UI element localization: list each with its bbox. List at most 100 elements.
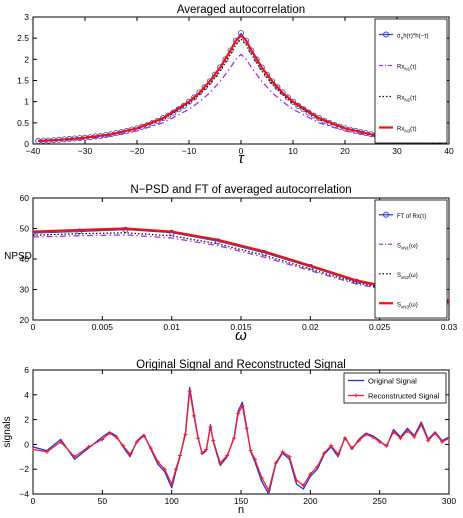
y-axis-label: signals — [2, 416, 13, 447]
data-point — [44, 449, 49, 454]
data-point — [343, 436, 347, 441]
y-tick-label: 50 — [20, 224, 30, 234]
y-tick-label: 0 — [24, 439, 29, 449]
data-point — [211, 438, 216, 443]
data-point — [148, 446, 153, 451]
data-point — [155, 459, 160, 464]
data-point — [308, 472, 313, 477]
legend-label-1: σnh(τ)*h(−τ) — [397, 34, 428, 41]
y-tick-label: 30 — [20, 285, 30, 295]
data-point — [33, 230, 36, 237]
y-tick-label: 40 — [20, 254, 30, 264]
data-point — [294, 478, 299, 483]
y-tick-label: 2.5 — [17, 33, 29, 43]
data-point — [218, 461, 223, 465]
data-point — [377, 439, 382, 444]
data-point — [200, 451, 205, 456]
x-tick-label: −20 — [130, 146, 145, 156]
x-tick-label: 250 — [373, 496, 387, 506]
data-point — [301, 483, 306, 488]
data-point — [248, 47, 255, 54]
y-tick-label: 3 — [24, 12, 29, 22]
data-point — [258, 64, 265, 71]
data-point — [121, 443, 126, 448]
x-tick-label: −40 — [26, 146, 41, 156]
data-point — [398, 436, 403, 441]
y-axis-label: NPSD — [4, 251, 32, 262]
legend-label-2: SxN1(ω) — [397, 243, 418, 250]
data-point — [191, 94, 198, 101]
data-point — [169, 482, 174, 487]
data-point — [204, 447, 209, 452]
x-tick-label: 150 — [234, 496, 248, 506]
legend-label-1: FT of Rx(τ) — [397, 214, 426, 220]
data-point — [211, 71, 218, 78]
data-point — [284, 94, 291, 101]
data-point — [187, 389, 192, 394]
data-point — [173, 467, 178, 472]
x-tick-label: 300 — [442, 496, 456, 506]
x-tick-label: 30 — [392, 146, 402, 156]
data-point — [244, 426, 249, 431]
x-tick-label: 10 — [288, 146, 298, 156]
x-tick-label: 0.03 — [441, 322, 458, 332]
x-tick-label: 100 — [165, 496, 179, 506]
data-point — [72, 454, 77, 459]
legend: FT of Rx(τ) SxN1(ω) SxN2(ω) SxN3(ω) — [374, 199, 448, 319]
data-point — [356, 438, 361, 443]
data-point — [33, 447, 35, 452]
x-tick-label: −30 — [78, 146, 93, 156]
chart-title: Averaged autocorrelation — [177, 4, 305, 16]
data-point — [253, 56, 260, 63]
legend-label-3: RxN2(τ) — [397, 96, 416, 103]
data-point — [363, 432, 368, 437]
data-point — [274, 84, 281, 91]
x-tick-label: 0 — [31, 322, 36, 332]
y-tick-label: 60 — [20, 193, 30, 203]
legend-box — [343, 372, 447, 404]
data-point — [269, 78, 276, 85]
data-point — [440, 439, 445, 444]
y-tick-label: 6 — [24, 365, 29, 375]
data-point — [426, 438, 431, 443]
legend-box — [374, 18, 448, 144]
data-point — [315, 464, 320, 469]
data-point — [329, 443, 334, 448]
chart-panel-2: N−PSD and FT of averaged autocorrelation… — [4, 184, 457, 344]
data-point — [447, 436, 449, 441]
y-tick-label: 1 — [24, 97, 29, 107]
legend-label-3: SxN2(ω) — [397, 273, 418, 280]
y-tick-label: 0 — [24, 139, 29, 149]
x-axis-label: τ — [238, 150, 245, 167]
legend-box — [374, 199, 448, 319]
chart-title: N−PSD and FT of averaged autocorrelation — [130, 184, 351, 196]
legend-label-2: Reconstructed Signal — [368, 392, 440, 401]
data-point — [349, 446, 354, 451]
y-tick-label: 4 — [24, 390, 29, 400]
data-point — [191, 413, 196, 418]
x-axis-label: n — [238, 504, 244, 516]
y-tick-label: −2 — [19, 464, 29, 474]
chart-panel-3: Original Signal and Reconstructed Signal… — [2, 359, 456, 516]
data-point — [196, 436, 201, 441]
data-point — [225, 453, 230, 458]
data-point — [232, 37, 239, 44]
data-point — [412, 434, 417, 439]
y-tick-label: −4 — [19, 489, 29, 499]
data-point — [370, 434, 375, 439]
data-point — [391, 430, 396, 434]
x-tick-label: 0.01 — [163, 322, 180, 332]
data-point — [433, 431, 438, 436]
data-point — [236, 411, 241, 416]
data-point — [248, 448, 253, 453]
x-tick-label: 0.005 — [92, 322, 114, 332]
plot-series-group — [33, 386, 449, 494]
chart-panel-1: Averaged autocorrelation−40 −30 −20 −10 0 10 2… — [17, 4, 454, 167]
data-point — [107, 431, 112, 436]
data-point — [384, 443, 389, 448]
y-tick-label: 20 — [20, 315, 30, 325]
data-point — [232, 436, 237, 441]
legend-label-4: RxN3(τ) — [397, 127, 416, 134]
y-tick-label: 1.5 — [17, 76, 29, 86]
